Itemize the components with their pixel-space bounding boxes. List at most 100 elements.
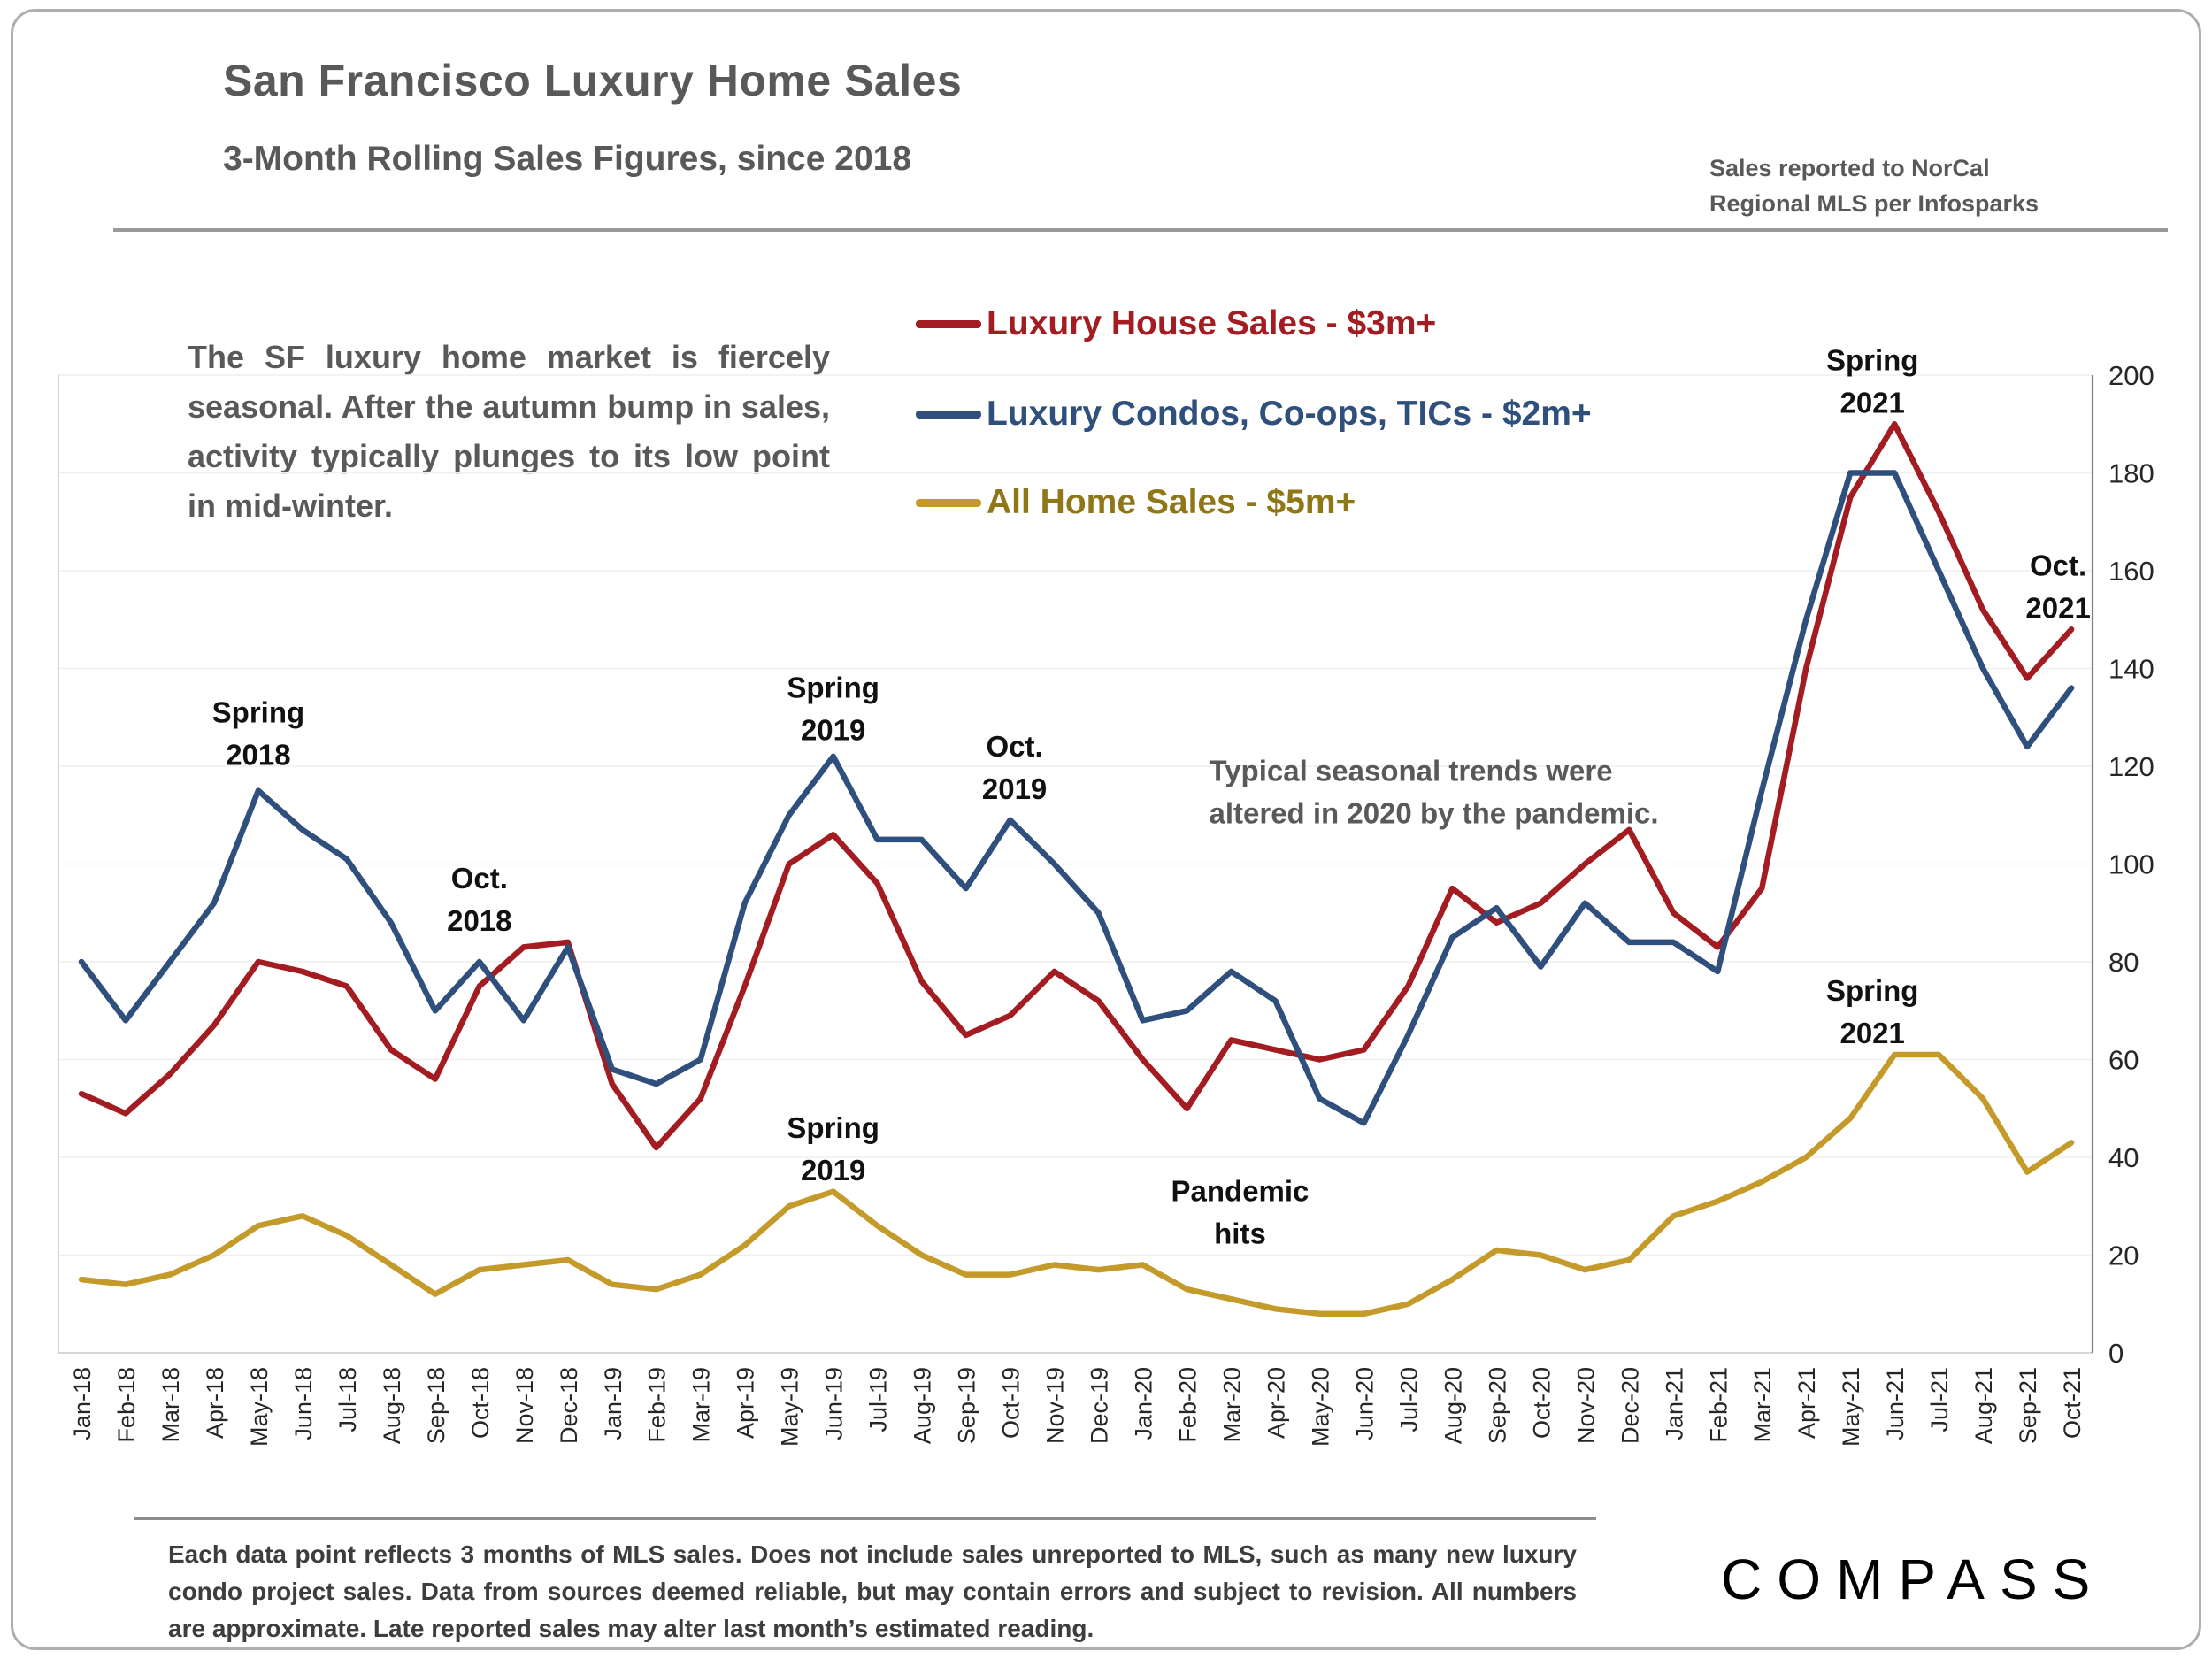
x-axis-month-label: Sep-19 <box>954 1367 980 1444</box>
commentary-text: The SF luxury home market is fiercely se… <box>188 339 830 524</box>
x-axis-month-label: Apr-18 <box>202 1367 228 1439</box>
legend-dash-blue <box>916 410 981 419</box>
x-axis-month-label: Nov-20 <box>1572 1367 1599 1444</box>
x-axis-month-label: Sep-20 <box>1484 1367 1510 1444</box>
x-axis-month-label: Feb-21 <box>1705 1367 1732 1443</box>
x-axis-month-label: May-20 <box>1307 1367 1333 1447</box>
chart-annotation: altered in 2020 by the pandemic. <box>1209 797 1658 830</box>
x-axis-month-label: Jul-19 <box>865 1367 892 1432</box>
x-axis-month-label: Aug-18 <box>379 1367 405 1444</box>
x-axis-month-label: Nov-19 <box>1042 1367 1069 1444</box>
compass-logo: COMPASS <box>1721 1548 2106 1611</box>
x-axis-month-label: Mar-19 <box>688 1367 715 1443</box>
chart-annotation: Typical seasonal trends were <box>1209 755 1612 787</box>
chart-annotation: 2018 <box>447 904 511 937</box>
x-axis-month-label: Nov-18 <box>511 1367 538 1444</box>
chart-annotation: 2018 <box>226 738 290 771</box>
x-axis-month-label: Oct-20 <box>1528 1367 1555 1439</box>
x-axis-month-label: Feb-20 <box>1175 1367 1202 1443</box>
legend-dash-red <box>916 319 981 328</box>
x-axis-month-label: Dec-19 <box>1087 1367 1113 1444</box>
series-line-2 <box>78 1051 2075 1317</box>
source-note-line1: Sales reported to NorCal <box>1709 155 1990 181</box>
x-axis-month-label: Apr-21 <box>1793 1367 1820 1439</box>
chart-annotation: Pandemic <box>1171 1175 1310 1208</box>
x-axis-month-label: Feb-18 <box>113 1367 140 1443</box>
title-divider <box>113 228 2168 232</box>
x-axis-month-label: Jan-20 <box>1131 1367 1157 1440</box>
x-axis-month-label: Feb-19 <box>644 1367 671 1443</box>
chart-annotation: 2019 <box>801 714 865 747</box>
x-axis-month-label: Dec-18 <box>556 1367 582 1444</box>
x-axis-month-label: Dec-20 <box>1617 1367 1643 1444</box>
legend-item-luxury-house-sales: Luxury House Sales - $3m+ <box>916 299 1436 349</box>
legend-dash-gold <box>916 498 981 507</box>
y-axis-tick-label: 0 <box>2108 1338 2124 1369</box>
source-note-line2: Regional MLS per Infosparks <box>1709 190 2039 217</box>
x-axis-month-label: Sep-21 <box>2015 1367 2041 1444</box>
page-title: San Francisco Luxury Home Sales <box>223 56 963 105</box>
x-axis-month-label: Oct-21 <box>2059 1367 2085 1439</box>
y-axis-tick-label: 20 <box>2108 1240 2139 1271</box>
x-axis-month-label: Oct-18 <box>467 1367 494 1439</box>
legend-label-luxury-condos: Luxury Condos, Co-ops, TICs - $2m+ <box>987 395 1592 433</box>
chart-annotation: Spring <box>212 695 305 728</box>
x-axis-month-label: Apr-19 <box>733 1367 759 1439</box>
chart-annotation: Oct. <box>451 862 508 895</box>
footnote-divider <box>134 1517 1596 1520</box>
x-axis-month-label: Jul-20 <box>1395 1367 1422 1432</box>
x-axis-month-label: May-21 <box>1838 1367 1864 1447</box>
chart-annotation: 2021 <box>2025 592 2090 625</box>
page-subtitle: 3-Month Rolling Sales Figures, since 201… <box>223 140 912 178</box>
y-axis-tick-label: 140 <box>2108 654 2154 685</box>
y-axis-tick-label: 180 <box>2108 458 2154 489</box>
x-axis-month-label: Jan-19 <box>600 1367 626 1440</box>
x-axis-month-label: Jun-19 <box>821 1367 848 1440</box>
legend-label-luxury-house-sales: Luxury House Sales - $3m+ <box>987 304 1437 342</box>
x-axis-month-label: May-18 <box>246 1367 273 1447</box>
x-axis-month-label: May-19 <box>777 1367 803 1447</box>
x-axis-month-label: Mar-21 <box>1749 1367 1776 1443</box>
chart-annotation: Oct. <box>986 730 1042 763</box>
x-axis-month-label: Mar-18 <box>157 1367 184 1443</box>
y-axis-tick-label: 60 <box>2108 1045 2139 1076</box>
x-axis-month-label: Oct-19 <box>998 1367 1025 1439</box>
y-axis-tick-label: 40 <box>2108 1142 2139 1173</box>
x-axis-month-label: Jun-21 <box>1882 1367 1909 1440</box>
x-axis-month-label: Jul-18 <box>334 1367 361 1432</box>
x-axis-month-label: Jan-21 <box>1661 1367 1687 1440</box>
y-axis-tick-label: 160 <box>2108 556 2154 587</box>
x-axis-month-label: Jan-18 <box>69 1367 96 1440</box>
chart-annotation: 2021 <box>1839 1017 1904 1049</box>
chart-annotation: Oct. <box>2030 549 2086 582</box>
chart-annotation: Spring <box>787 672 879 704</box>
source-note: Sales reported to NorCal Regional MLS pe… <box>1709 150 2039 221</box>
legend-item-all-home-sales: All Home Sales - $5m+ <box>916 478 1356 527</box>
y-axis-tick-label: 100 <box>2108 849 2154 880</box>
y-axis-tick-label: 200 <box>2108 360 2154 391</box>
chart-annotation: Spring <box>1826 974 1919 1007</box>
x-axis-month-label: Aug-21 <box>1970 1367 1997 1444</box>
y-axis-tick-label: 120 <box>2108 751 2154 782</box>
x-axis-month-label: Aug-19 <box>910 1367 936 1444</box>
legend-label-all-home-sales: All Home Sales - $5m+ <box>987 483 1356 521</box>
x-axis-month-label: Sep-18 <box>423 1367 449 1444</box>
x-axis-month-label: Aug-20 <box>1440 1367 1466 1444</box>
chart-annotation: Spring <box>1826 343 1919 376</box>
x-axis-month-label: Jun-20 <box>1351 1367 1378 1440</box>
x-axis-month-label: Mar-20 <box>1218 1367 1245 1443</box>
footnote-text: Each data point reflects 3 months of MLS… <box>168 1540 1577 1642</box>
legend-item-luxury-condos: Luxury Condos, Co-ops, TICs - $2m+ <box>916 389 1592 439</box>
y-axis-tick-label: 80 <box>2108 947 2139 978</box>
chart-annotation: 2019 <box>801 1154 865 1187</box>
series-line-0 <box>78 421 2075 1151</box>
chart-annotation: hits <box>1214 1217 1266 1250</box>
x-axis-month-label: Jul-21 <box>1926 1367 1953 1432</box>
chart-annotation: Spring <box>787 1111 879 1144</box>
chart-annotation: 2021 <box>1839 386 1904 419</box>
chart-annotation: 2019 <box>982 772 1047 805</box>
x-axis-month-label: Jun-18 <box>290 1367 317 1440</box>
series-line-1 <box>78 470 2075 1126</box>
